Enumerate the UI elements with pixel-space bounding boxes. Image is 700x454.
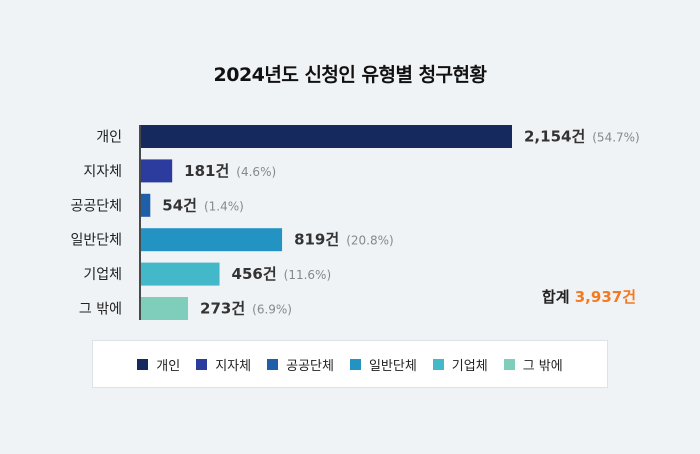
legend-swatch xyxy=(267,358,279,370)
value-label: 456건 xyxy=(232,265,277,283)
legend-item: 공공단체 xyxy=(267,355,334,374)
category-label: 기업체 xyxy=(83,267,122,283)
legend-swatch xyxy=(137,358,149,370)
category-label: 일반단체 xyxy=(70,233,122,249)
legend-swatch xyxy=(196,358,208,370)
total-value: 3,937건 xyxy=(574,288,636,306)
bar xyxy=(141,228,283,252)
legend: 개인 지자체 공공단체 일반단체 기업체 그 밖에 xyxy=(92,340,608,388)
legend-item: 개인 xyxy=(137,355,180,374)
legend-label: 그 밖에 xyxy=(522,358,563,374)
legend-label: 개인 xyxy=(156,358,181,374)
total-summary: 합계 3,937건 xyxy=(542,286,636,307)
legend-swatch xyxy=(432,358,444,370)
percent-label: (11.6%) xyxy=(284,268,331,282)
legend-label: 공공단체 xyxy=(286,358,334,374)
value-label: 181건 xyxy=(184,162,229,180)
percent-label: (54.7%) xyxy=(592,131,639,145)
category-label: 그 밖에 xyxy=(79,302,122,318)
legend-item: 지자체 xyxy=(196,355,251,374)
percent-label: (6.9%) xyxy=(252,303,292,317)
category-label: 개인 xyxy=(96,130,122,146)
bar-chart: 개인 2,154건 (54.7%) 지자체 181건 (4.6%) 공공단체 54건 (1.4%… xyxy=(70,125,640,320)
bars-layer: 개인 2,154건 (54.7%) 지자체 181건 (4.6%) 공공단체 54건 (1.4%… xyxy=(70,125,640,320)
category-label: 공공단체 xyxy=(70,198,122,214)
legend-item: 일반단체 xyxy=(349,355,417,374)
category-label: 지자체 xyxy=(83,164,122,180)
legend-item: 기업체 xyxy=(432,355,488,374)
percent-label: (1.4%) xyxy=(204,199,244,213)
legend-swatch xyxy=(503,358,515,370)
value-label: 819건 xyxy=(294,231,339,249)
legend-label: 기업체 xyxy=(451,358,488,374)
chart-title: 2024년도 신청인 유형별 청구현황 xyxy=(213,64,488,86)
bar xyxy=(141,125,512,148)
bar xyxy=(141,193,151,217)
percent-label: (4.6%) xyxy=(236,165,276,179)
value-label: 54건 xyxy=(162,196,197,214)
legend-item: 그 밖에 xyxy=(503,355,563,374)
legend-label: 지자체 xyxy=(215,358,252,374)
total-label: 합계 xyxy=(541,288,570,306)
bar xyxy=(141,159,173,183)
value-label: 2,154건 xyxy=(524,128,585,146)
legend-label: 일반단체 xyxy=(368,358,417,374)
bar xyxy=(141,262,220,286)
value-label: 273건 xyxy=(200,300,245,318)
bar xyxy=(141,297,189,320)
percent-label: (20.8%) xyxy=(346,234,393,248)
legend-swatch xyxy=(349,358,361,370)
